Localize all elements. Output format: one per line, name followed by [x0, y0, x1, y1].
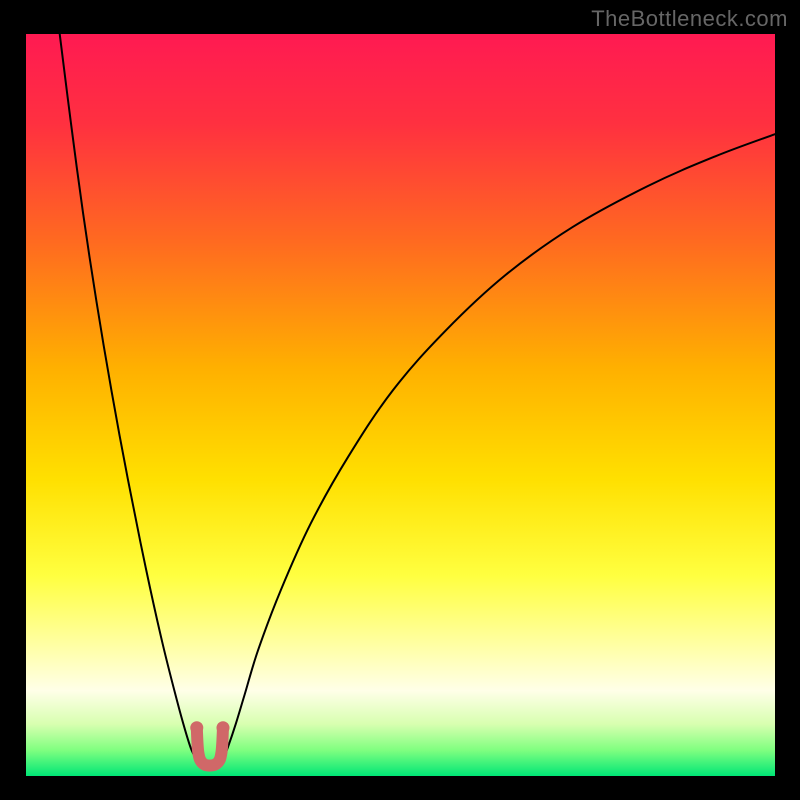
chart-plot-area — [26, 34, 775, 776]
chart-background — [26, 34, 775, 776]
valley-marker-end-1 — [216, 721, 229, 734]
watermark-text: TheBottleneck.com — [591, 6, 788, 32]
bottleneck-chart: TheBottleneck.com — [0, 0, 800, 800]
valley-marker-end-0 — [190, 721, 203, 734]
